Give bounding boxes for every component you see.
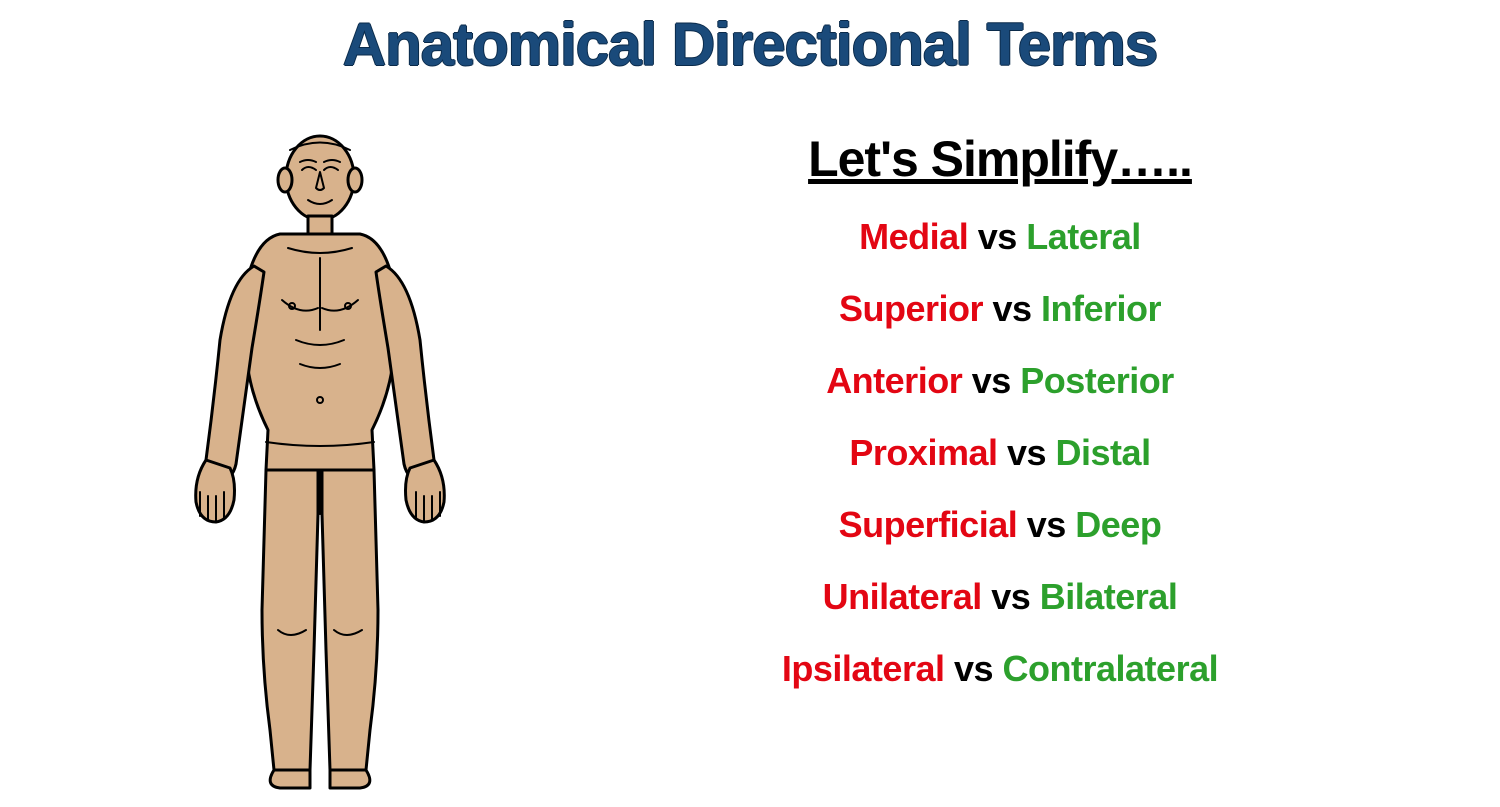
- term-pair: Ipsilateral vs Contralateral: [560, 648, 1440, 690]
- term-right: Posterior: [1020, 360, 1174, 401]
- page-title: Anatomical Directional Terms: [0, 10, 1500, 79]
- subheading: Let's Simplify…..: [560, 130, 1440, 188]
- vs-text: vs: [983, 288, 1041, 329]
- term-right: Distal: [1056, 432, 1151, 473]
- term-pair: Superficial vs Deep: [560, 504, 1440, 546]
- term-left: Superficial: [839, 504, 1018, 545]
- term-pair: Proximal vs Distal: [560, 432, 1440, 474]
- vs-text: vs: [1017, 504, 1075, 545]
- title-text: Anatomical Directional Terms: [343, 11, 1157, 78]
- term-right: Inferior: [1041, 288, 1161, 329]
- term-left: Unilateral: [823, 576, 982, 617]
- vs-text: vs: [962, 360, 1020, 401]
- term-right: Contralateral: [1003, 648, 1219, 689]
- anatomy-figure: [170, 130, 470, 790]
- vs-text: vs: [968, 216, 1026, 257]
- term-pair: Superior vs Inferior: [560, 288, 1440, 330]
- term-left: Medial: [859, 216, 968, 257]
- term-right: Bilateral: [1040, 576, 1178, 617]
- terms-column: Let's Simplify….. Medial vs Lateral Super…: [560, 130, 1440, 720]
- term-right: Deep: [1075, 504, 1161, 545]
- vs-text: vs: [997, 432, 1055, 473]
- term-right: Lateral: [1026, 216, 1141, 257]
- term-pairs-list: Medial vs Lateral Superior vs Inferior Ant…: [560, 216, 1440, 690]
- vs-text: vs: [982, 576, 1040, 617]
- term-left: Superior: [839, 288, 983, 329]
- vs-text: vs: [944, 648, 1002, 689]
- term-left: Anterior: [826, 360, 962, 401]
- subheading-text: Let's Simplify…..: [808, 131, 1192, 187]
- term-pair: Medial vs Lateral: [560, 216, 1440, 258]
- body-svg: [170, 130, 470, 790]
- term-left: Ipsilateral: [782, 648, 945, 689]
- term-pair: Unilateral vs Bilateral: [560, 576, 1440, 618]
- term-pair: Anterior vs Posterior: [560, 360, 1440, 402]
- term-left: Proximal: [849, 432, 997, 473]
